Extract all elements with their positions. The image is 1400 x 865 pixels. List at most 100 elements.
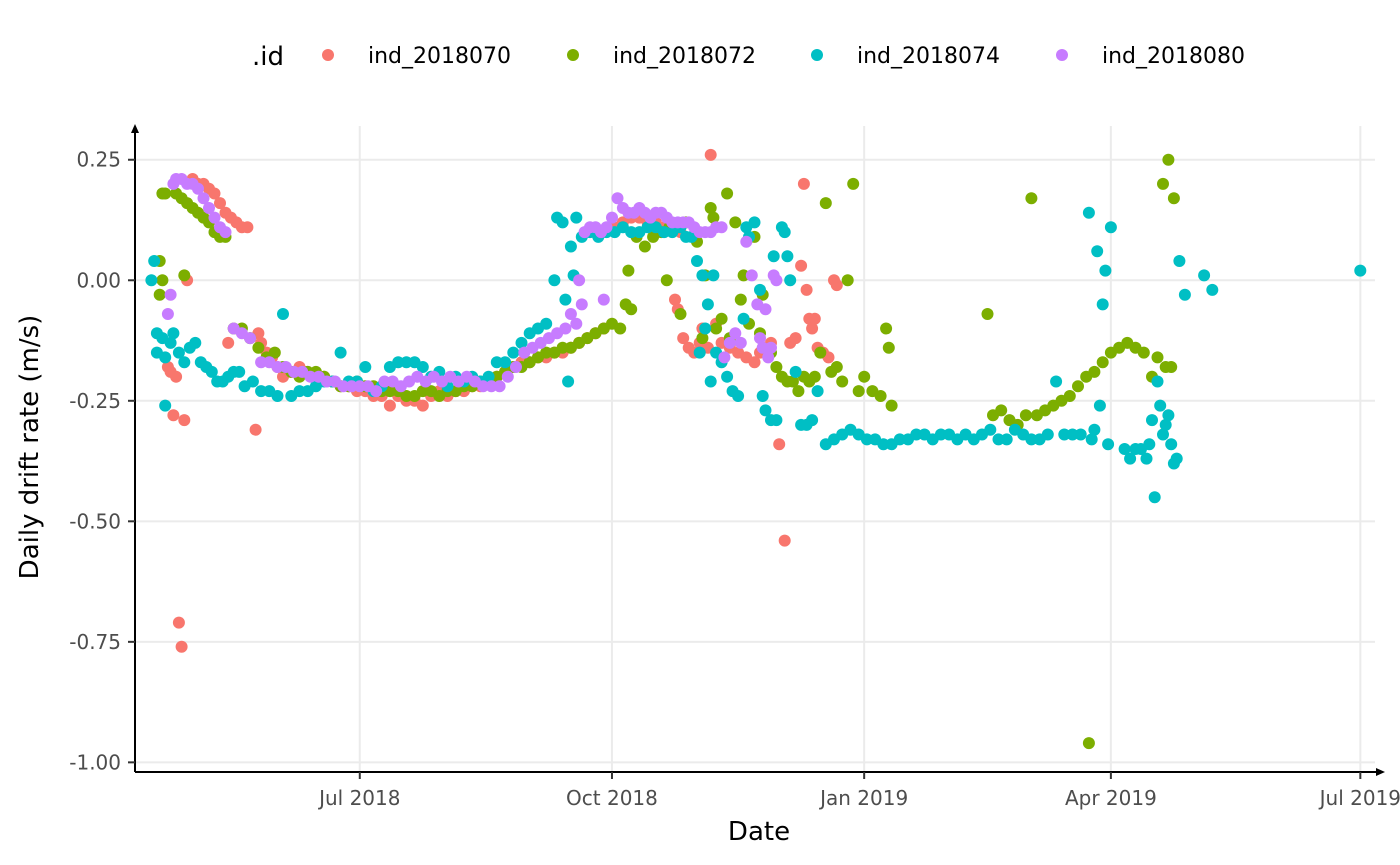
data-point	[778, 226, 791, 239]
data-point	[800, 283, 813, 296]
data-point	[934, 428, 947, 441]
data-point	[416, 385, 429, 398]
data-point	[836, 375, 849, 388]
y-tick-label: -0.75	[69, 630, 121, 654]
data-point	[770, 361, 783, 373]
data-point	[625, 226, 638, 239]
data-point	[515, 336, 528, 349]
data-point	[148, 255, 161, 267]
data-point	[564, 308, 577, 320]
data-point	[1082, 206, 1095, 219]
data-point	[789, 332, 802, 345]
data-point	[860, 433, 873, 446]
data-point	[756, 341, 769, 354]
data-point	[559, 293, 572, 306]
data-point	[271, 361, 284, 373]
data-point	[638, 240, 651, 253]
data-point	[704, 202, 717, 214]
data-point	[734, 293, 747, 306]
data-point	[693, 346, 706, 359]
data-point	[806, 414, 819, 427]
data-point	[767, 250, 780, 263]
data-point	[249, 423, 262, 436]
data-point	[748, 356, 761, 369]
series-ind_2018080	[161, 173, 783, 398]
data-point	[507, 346, 520, 359]
legend-title: .id	[252, 42, 284, 72]
legend: .id ind_2018070 ind_2018072 ind_2018074 ind…	[252, 42, 1245, 72]
data-point	[345, 380, 358, 393]
data-point	[1096, 298, 1109, 311]
data-point	[1063, 390, 1076, 402]
data-point	[556, 341, 569, 354]
data-point	[271, 390, 284, 402]
data-point	[600, 221, 613, 234]
data-point	[606, 211, 618, 224]
data-point	[244, 332, 257, 345]
legend-label: ind_2018074	[857, 44, 1000, 69]
data-point	[288, 365, 300, 378]
data-point	[214, 197, 226, 210]
data-point	[1124, 452, 1137, 465]
data-point	[704, 148, 717, 161]
data-point	[981, 308, 994, 320]
data-point	[268, 346, 281, 359]
data-point	[754, 332, 766, 345]
data-point	[830, 279, 843, 292]
data-point	[164, 288, 177, 301]
data-point	[1082, 737, 1095, 750]
data-point	[740, 235, 753, 248]
data-point	[778, 534, 791, 547]
data-point	[233, 365, 246, 378]
data-point	[153, 288, 166, 301]
data-point	[734, 336, 747, 349]
y-tick-label: -0.50	[69, 509, 121, 533]
series-ind_2018072	[153, 153, 1180, 750]
data-point	[1354, 264, 1367, 277]
data-point	[721, 370, 734, 383]
data-point	[792, 385, 805, 398]
data-point	[556, 216, 569, 229]
data-point	[984, 423, 997, 436]
data-point	[246, 375, 259, 388]
data-point	[677, 332, 690, 345]
data-point	[548, 274, 561, 287]
data-point	[562, 375, 575, 388]
data-point	[737, 269, 750, 282]
data-point	[691, 255, 703, 267]
data-point	[370, 385, 383, 398]
data-point	[729, 216, 742, 229]
data-point	[611, 192, 624, 205]
data-point	[482, 370, 495, 383]
data-point	[205, 365, 218, 378]
data-point	[625, 303, 638, 316]
data-point	[493, 380, 506, 393]
data-point	[222, 336, 235, 349]
data-point	[1173, 255, 1186, 267]
data-point	[756, 390, 769, 402]
data-point	[277, 308, 289, 320]
data-point	[159, 187, 172, 200]
data-point	[715, 221, 728, 234]
legend-label: ind_2018070	[368, 44, 511, 69]
series-ind_2018074	[145, 206, 1367, 504]
data-point	[159, 351, 172, 364]
y-axis-ticks: 0.25 0.00 -0.25 -0.50 -0.75 -1.00	[69, 148, 135, 774]
data-point	[641, 221, 654, 234]
data-point	[1088, 423, 1101, 436]
data-point	[241, 221, 254, 234]
data-point	[811, 385, 824, 398]
data-point	[1140, 452, 1153, 465]
x-axis-arrow	[1376, 768, 1385, 776]
data-point	[1162, 153, 1175, 166]
data-point	[806, 322, 819, 335]
data-point	[1091, 245, 1104, 258]
data-point	[1104, 221, 1117, 234]
data-point	[847, 177, 860, 190]
data-point	[156, 274, 169, 287]
data-point	[400, 356, 413, 369]
data-point	[1198, 269, 1211, 282]
data-point	[559, 322, 572, 335]
data-point	[208, 187, 221, 200]
